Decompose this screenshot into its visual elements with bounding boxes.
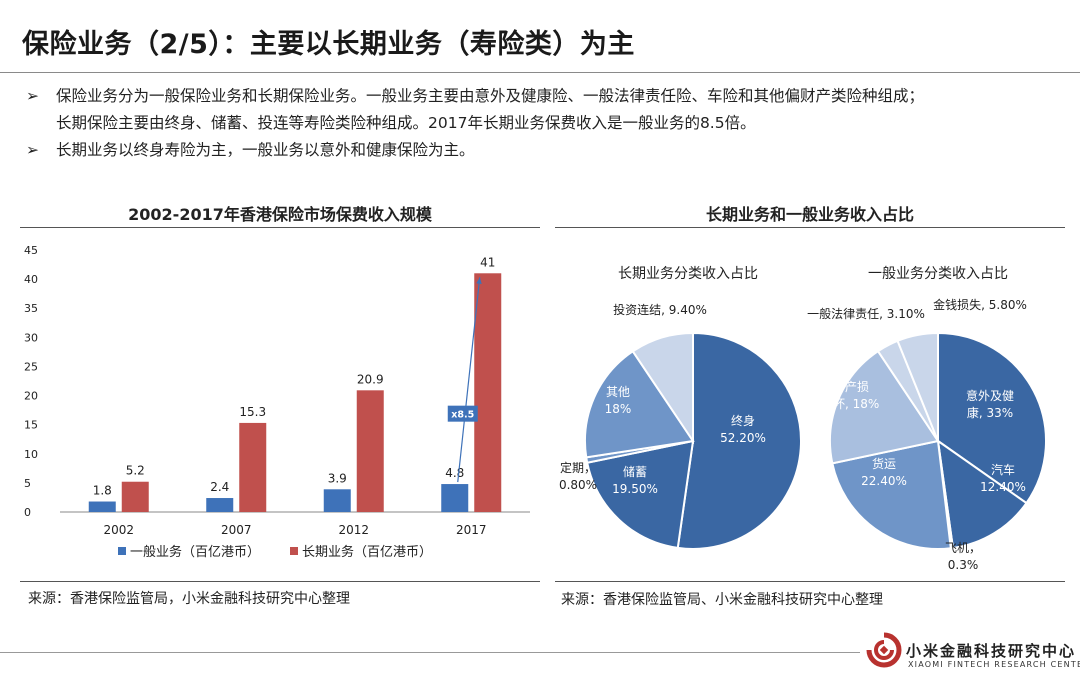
- pie-slice-label: 18%: [605, 402, 632, 416]
- bar-long: [474, 273, 502, 512]
- pie-slice-label: 12.40%: [980, 480, 1026, 494]
- pie-slice-label: 汽车: [991, 462, 1015, 477]
- bar-long: [239, 422, 267, 512]
- data-label: 1.8: [93, 484, 112, 498]
- y-tick-label: 0: [24, 506, 31, 519]
- growth-arrow-head: [476, 277, 482, 284]
- bullet-item: ➢ 长期业务以终身寿险为主，一般业务以意外和健康保险为主。: [26, 137, 475, 164]
- brand-name: 小米金融科技研究中心: [906, 642, 1077, 660]
- x-tick-label: 2012: [338, 523, 369, 537]
- pie-title: 长期业务分类收入占比: [618, 266, 758, 282]
- data-label: 15.3: [239, 405, 266, 419]
- right-source-note: 来源：香港保险监管局、小米金融科技研究中心整理: [561, 592, 883, 608]
- data-label: 20.9: [357, 372, 384, 386]
- y-tick-label: 25: [24, 360, 38, 373]
- pie-slice: [584, 349, 695, 459]
- pie-slice: [631, 331, 694, 445]
- pie-panel-top-rule: [555, 227, 1065, 228]
- bar-chart-top-rule: [20, 227, 540, 228]
- bar-long: [121, 481, 149, 512]
- y-tick-label: 45: [24, 244, 38, 257]
- footer-divider: [0, 652, 860, 653]
- pie-slice-label: 货运: [872, 456, 896, 471]
- y-tick-label: 30: [24, 331, 38, 344]
- data-label: 5.2: [126, 464, 145, 478]
- growth-arrow-line: [457, 277, 481, 483]
- pie-slice-label: 康, 33%: [967, 405, 1013, 420]
- pie-slice-label: 终身: [731, 413, 755, 428]
- bullet-text: 保险业务分为一般保险业务和长期保险业务。一般业务主要由意外及健康险、一般法律责任…: [56, 87, 925, 105]
- pie-panel-bottom-rule: [555, 581, 1065, 582]
- bullet-text: 长期保险主要由终身、储蓄、投连等寿险类险种组成。2017年长期业务保费收入是一般…: [56, 114, 756, 132]
- y-tick-label: 35: [24, 302, 38, 315]
- legend-label: 长期业务（百亿港币）: [302, 544, 432, 560]
- bullet-item-continuation: 长期保险主要由终身、储蓄、投连等寿险类险种组成。2017年长期业务保费收入是一般…: [56, 110, 756, 137]
- pie-slice-label: 储蓄: [623, 464, 647, 479]
- bar-general: [206, 498, 234, 512]
- pie-slice-label: 52.20%: [720, 431, 766, 445]
- pie-slice: [676, 331, 802, 550]
- bar-chart: 0 5 10 15 20 25 30 35 40 45 1.8 5.2 2002 2.4 15.3 2007 3…: [24, 244, 530, 560]
- pie-slice: [937, 331, 1047, 505]
- bullet-arrow-icon: ➢: [26, 87, 39, 105]
- y-tick-label: 5: [24, 477, 31, 490]
- legend-swatch-long: [290, 547, 298, 555]
- pie-slice-label: 0.80%: [559, 478, 597, 492]
- y-tick-label: 40: [24, 273, 38, 286]
- growth-annotation: x8.5: [451, 410, 474, 421]
- pie-slice-label: 金钱损失, 5.80%: [933, 297, 1027, 312]
- pie-slice-label: 一般法律责任, 3.10%: [807, 306, 925, 321]
- growth-annotation-box: [447, 405, 478, 422]
- bar-chart-bottom-rule: [20, 581, 540, 582]
- x-tick-label: 2007: [221, 523, 252, 537]
- brand-logo-icon: [866, 632, 902, 668]
- pie-slice: [896, 331, 939, 442]
- data-label: 2.4: [210, 480, 229, 494]
- pie-slice: [829, 349, 940, 465]
- bar-general: [323, 489, 351, 512]
- pie-slice-label: 0.3%: [948, 558, 979, 572]
- y-tick-label: 20: [24, 390, 38, 403]
- pie-slice-label: 投资连结, 9.40%: [613, 302, 707, 317]
- pie-slice-label: 意外及健: [966, 388, 1014, 403]
- pie-slice-label: 19.50%: [612, 482, 658, 496]
- brand-name-english: XIAOMI FINTECH RESEARCH CENTER: [908, 660, 1080, 669]
- x-tick-label: 2002: [103, 523, 134, 537]
- bullet-item: ➢ 保险业务分为一般保险业务和长期保险业务。一般业务主要由意外及健康险、一般法律责…: [26, 83, 924, 110]
- bar-general: [441, 484, 469, 512]
- pie-slice-label: 其他: [606, 385, 630, 399]
- bullet-text: 长期业务以终身寿险为主，一般业务以意外和健康保险为主。: [56, 141, 475, 159]
- pie-panel-title: 长期业务和一般业务收入占比: [705, 205, 914, 224]
- bullet-arrow-icon: ➢: [26, 141, 39, 159]
- pie-slice: [936, 438, 1028, 550]
- pie-title: 一般业务分类收入占比: [868, 266, 1008, 282]
- y-tick-label: 10: [24, 448, 38, 461]
- pie-slice-label: 飞机，: [945, 541, 981, 555]
- bar-chart-title: 2002-2017年香港保险市场保费收入规模: [128, 205, 432, 224]
- pie-slice-label: 财产损: [833, 380, 869, 394]
- page-title: 保险业务（2/5）：主要以长期业务（寿险类）为主: [22, 29, 635, 60]
- pie-slice: [831, 439, 952, 550]
- pie-slice-label: 定期，: [560, 460, 596, 475]
- legend-label: 一般业务（百亿港币）: [130, 544, 260, 560]
- x-tick-label: 2017: [456, 523, 487, 537]
- title-divider: [0, 72, 1080, 73]
- bar-long: [356, 390, 384, 512]
- data-label: 3.9: [328, 471, 347, 485]
- data-label: 41: [480, 255, 495, 269]
- y-tick-label: 15: [24, 419, 38, 432]
- pie-slice-label: 坏, 18%: [833, 397, 879, 411]
- pie-slice-label: 22.40%: [861, 474, 907, 488]
- left-source-note: 来源：香港保险监管局，小米金融科技研究中心整理: [28, 591, 350, 607]
- data-label: 4.8: [445, 466, 464, 480]
- legend-swatch-general: [118, 547, 126, 555]
- pie-slice: [586, 439, 695, 550]
- bar-general: [88, 501, 116, 512]
